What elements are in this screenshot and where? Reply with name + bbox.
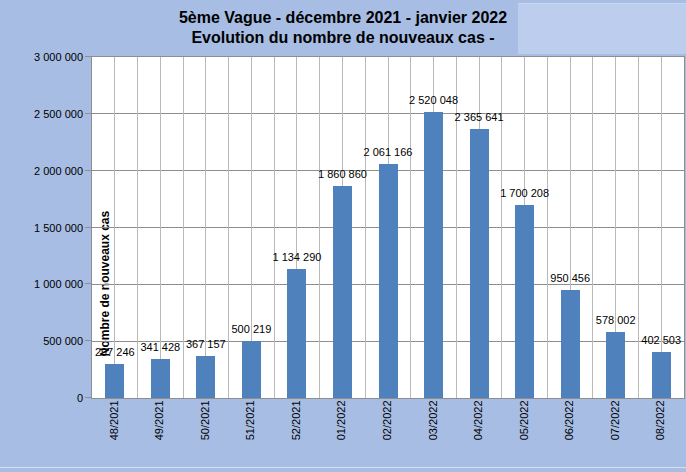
- bar-52/2021: [287, 269, 306, 398]
- gridline-vertical: [456, 57, 457, 398]
- x-axis-label: 04/2022: [472, 401, 485, 461]
- bar-03/2022: [424, 112, 443, 398]
- gridline-vertical: [274, 57, 275, 398]
- y-tick-mark: [85, 340, 91, 341]
- x-axis-label: 08/2022: [654, 401, 667, 461]
- data-label: 1 134 290: [272, 251, 321, 264]
- x-axis-label: 02/2022: [381, 401, 394, 461]
- gridline-vertical: [638, 57, 639, 398]
- data-label: 500 219: [231, 323, 271, 336]
- x-axis-label: 48/2021: [107, 401, 120, 461]
- gridline-vertical: [501, 57, 502, 398]
- chart-title-line1: 5ème Vague - décembre 2021 - janvier 202…: [0, 8, 686, 28]
- y-tick-mark: [85, 283, 91, 284]
- bar-06/2022: [561, 290, 580, 398]
- bar-02/2022: [379, 164, 398, 398]
- y-tick-mark: [85, 227, 91, 228]
- gridline-vertical: [319, 57, 320, 398]
- y-tick-label: 500 000: [3, 335, 83, 347]
- chart-frame-bottom-edge: [0, 467, 686, 468]
- chart: 5ème Vague - décembre 2021 - janvier 202…: [0, 0, 686, 472]
- gridline-vertical: [137, 57, 138, 398]
- x-axis-label: 01/2022: [335, 401, 348, 461]
- y-tick-mark: [85, 397, 91, 398]
- y-tick-mark: [85, 170, 91, 171]
- bar-50/2021: [196, 356, 215, 398]
- data-label: 367 157: [186, 338, 226, 351]
- bar-48/2021: [105, 364, 124, 398]
- gridline-vertical: [547, 57, 548, 398]
- y-tick-label: 3 000 000: [3, 51, 83, 63]
- gridline-vertical: [410, 57, 411, 398]
- y-tick-label: 1 500 000: [3, 222, 83, 234]
- data-label: 2 061 166: [364, 146, 413, 159]
- chart-title: 5ème Vague - décembre 2021 - janvier 202…: [0, 8, 686, 48]
- y-tick-label: 2 000 000: [3, 165, 83, 177]
- x-axis-label: 06/2022: [563, 401, 576, 461]
- bar-49/2021: [151, 359, 170, 398]
- y-tick-label: 2 500 000: [3, 108, 83, 120]
- x-axis-label: 52/2021: [289, 401, 302, 461]
- chart-title-line2: Evolution du nombre de nouveaux cas -: [0, 28, 686, 48]
- x-axis-label: 07/2022: [608, 401, 621, 461]
- x-axis-label: 49/2021: [153, 401, 166, 461]
- gridline-vertical: [183, 57, 184, 398]
- data-label: 2 365 641: [455, 111, 504, 124]
- data-label: 402 503: [641, 334, 681, 347]
- data-label: 1 860 860: [318, 168, 367, 181]
- data-label: 1 700 208: [500, 187, 549, 200]
- data-label: 950 456: [550, 272, 590, 285]
- x-axis-label: 50/2021: [198, 401, 211, 461]
- x-axis-label: 05/2022: [517, 401, 530, 461]
- gridline-vertical: [592, 57, 593, 398]
- data-label: 341 428: [140, 341, 180, 354]
- y-tick-label: 1 000 000: [3, 278, 83, 290]
- data-label: 2 520 048: [409, 94, 458, 107]
- y-tick-label: 0: [3, 392, 83, 404]
- bar-51/2021: [242, 341, 261, 398]
- bar-04/2022: [470, 129, 489, 398]
- bar-08/2022: [652, 352, 671, 398]
- plot-area: Nombre de nouveaux cas 0500 0001 000 000…: [91, 56, 685, 399]
- x-axis-label: 03/2022: [426, 401, 439, 461]
- y-tick-mark: [85, 56, 91, 57]
- bar-07/2022: [606, 332, 625, 398]
- bar-01/2022: [333, 186, 352, 398]
- data-label: 297 246: [95, 346, 135, 359]
- gridline-vertical: [228, 57, 229, 398]
- x-axis-label: 51/2021: [244, 401, 257, 461]
- bar-05/2022: [515, 205, 534, 398]
- data-label: 578 002: [596, 314, 636, 327]
- gridline-vertical: [365, 57, 366, 398]
- y-tick-mark: [85, 113, 91, 114]
